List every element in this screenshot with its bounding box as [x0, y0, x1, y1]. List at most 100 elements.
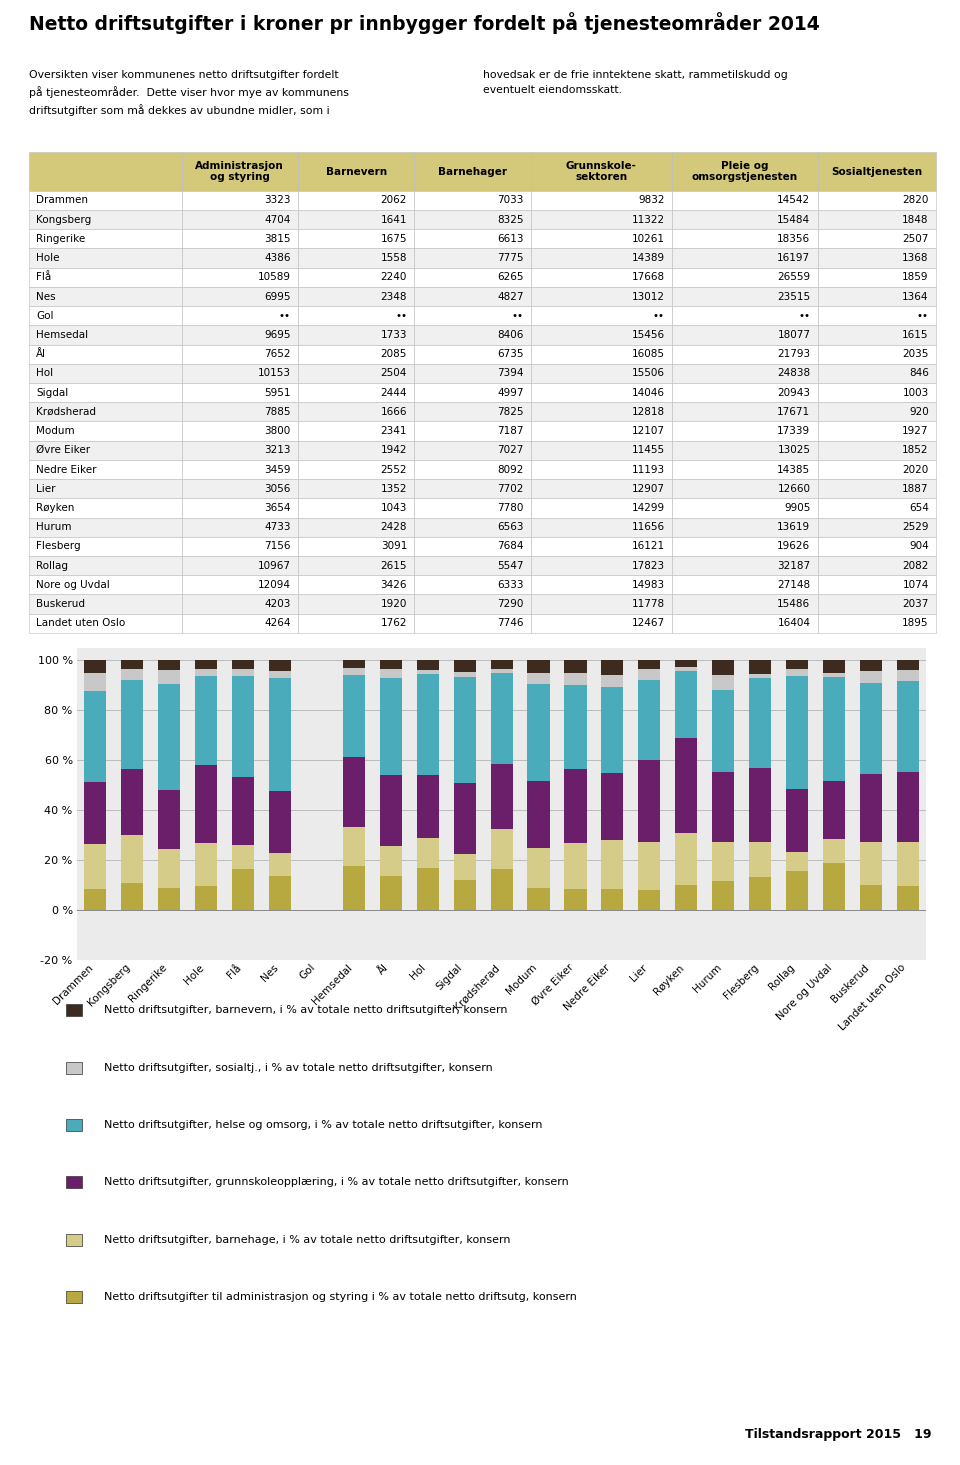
Bar [298, 325, 415, 344]
Bar [531, 268, 672, 287]
Bar [712, 674, 734, 690]
Bar [897, 772, 919, 842]
Bar [531, 382, 672, 403]
Text: 9905: 9905 [784, 502, 810, 513]
Text: 2035: 2035 [902, 349, 928, 359]
Bar [415, 344, 531, 363]
Bar [298, 517, 415, 536]
Bar [121, 882, 143, 910]
Bar [672, 382, 818, 403]
Bar [453, 879, 476, 910]
Text: 1762: 1762 [380, 618, 407, 628]
Bar [29, 498, 181, 517]
Bar [818, 344, 936, 363]
Bar [527, 684, 550, 781]
Text: 1852: 1852 [902, 445, 928, 456]
Bar [818, 576, 936, 595]
Bar [232, 869, 254, 910]
Bar [672, 595, 818, 614]
Bar [121, 769, 143, 835]
Text: 5547: 5547 [497, 561, 523, 570]
Bar [298, 287, 415, 306]
Text: 1074: 1074 [902, 580, 928, 590]
Bar [531, 403, 672, 422]
Bar [638, 661, 660, 668]
Bar [181, 152, 298, 190]
Bar [66, 1291, 83, 1304]
Text: 1043: 1043 [381, 502, 407, 513]
Bar [29, 576, 181, 595]
Bar [564, 844, 587, 889]
Text: 2529: 2529 [902, 522, 928, 532]
Bar [531, 595, 672, 614]
Bar [531, 306, 672, 325]
Bar [29, 382, 181, 403]
Bar [181, 614, 298, 633]
Bar [29, 403, 181, 422]
Text: 21793: 21793 [778, 349, 810, 359]
Text: Administrasjon
og styring: Administrasjon og styring [196, 161, 284, 182]
Text: 2062: 2062 [381, 195, 407, 205]
Text: 15456: 15456 [632, 330, 664, 340]
Bar [712, 772, 734, 842]
Bar [531, 479, 672, 498]
Bar [672, 460, 818, 479]
Text: Barnevern: Barnevern [325, 167, 387, 177]
Bar [232, 778, 254, 845]
Bar [601, 841, 623, 889]
Bar [531, 249, 672, 268]
Text: 12818: 12818 [632, 407, 664, 418]
Text: Nore og Uvdal: Nore og Uvdal [36, 580, 109, 590]
Text: Netto driftsutgifter, barnehage, i % av totale netto driftsutgifter, konsern: Netto driftsutgifter, barnehage, i % av … [104, 1235, 511, 1245]
Bar [672, 325, 818, 344]
Bar [527, 661, 550, 672]
Text: 6735: 6735 [497, 349, 523, 359]
Bar [531, 209, 672, 229]
Bar [29, 306, 181, 325]
Text: 20943: 20943 [778, 388, 810, 397]
Bar [269, 791, 291, 853]
Bar [818, 152, 936, 190]
Bar [638, 668, 660, 680]
Bar [298, 249, 415, 268]
Bar [181, 498, 298, 517]
Bar [298, 190, 415, 209]
Bar [66, 1234, 83, 1245]
Text: 24838: 24838 [778, 368, 810, 378]
Text: Drammen: Drammen [36, 195, 88, 205]
Text: 6265: 6265 [497, 272, 523, 283]
Bar [860, 671, 882, 683]
Text: 2552: 2552 [380, 464, 407, 475]
Text: 11778: 11778 [632, 599, 664, 609]
Bar [29, 344, 181, 363]
Bar [417, 670, 439, 674]
Bar [823, 677, 845, 781]
Text: 9832: 9832 [638, 195, 664, 205]
Bar [672, 268, 818, 287]
Bar [531, 152, 672, 190]
Text: Modum: Modum [36, 426, 75, 437]
Text: 15506: 15506 [632, 368, 664, 378]
Bar [818, 268, 936, 287]
Text: 7746: 7746 [497, 618, 523, 628]
Text: 2085: 2085 [381, 349, 407, 359]
Bar [181, 422, 298, 441]
Bar [712, 661, 734, 674]
Text: 1733: 1733 [380, 330, 407, 340]
Text: 7290: 7290 [497, 599, 523, 609]
Bar [818, 287, 936, 306]
Bar [491, 661, 513, 668]
Bar [531, 576, 672, 595]
Bar [380, 775, 402, 845]
Text: 904: 904 [909, 542, 928, 551]
Bar [415, 422, 531, 441]
Text: 1920: 1920 [381, 599, 407, 609]
Bar [818, 498, 936, 517]
Bar [298, 306, 415, 325]
Bar [453, 784, 476, 854]
Bar [749, 878, 771, 910]
Bar [675, 661, 697, 667]
Bar [181, 517, 298, 536]
Bar [181, 557, 298, 576]
Text: Oversikten viser kommunenes netto driftsutgifter fordelt
på tjenesteområder.  De: Oversikten viser kommunenes netto drifts… [29, 70, 348, 116]
